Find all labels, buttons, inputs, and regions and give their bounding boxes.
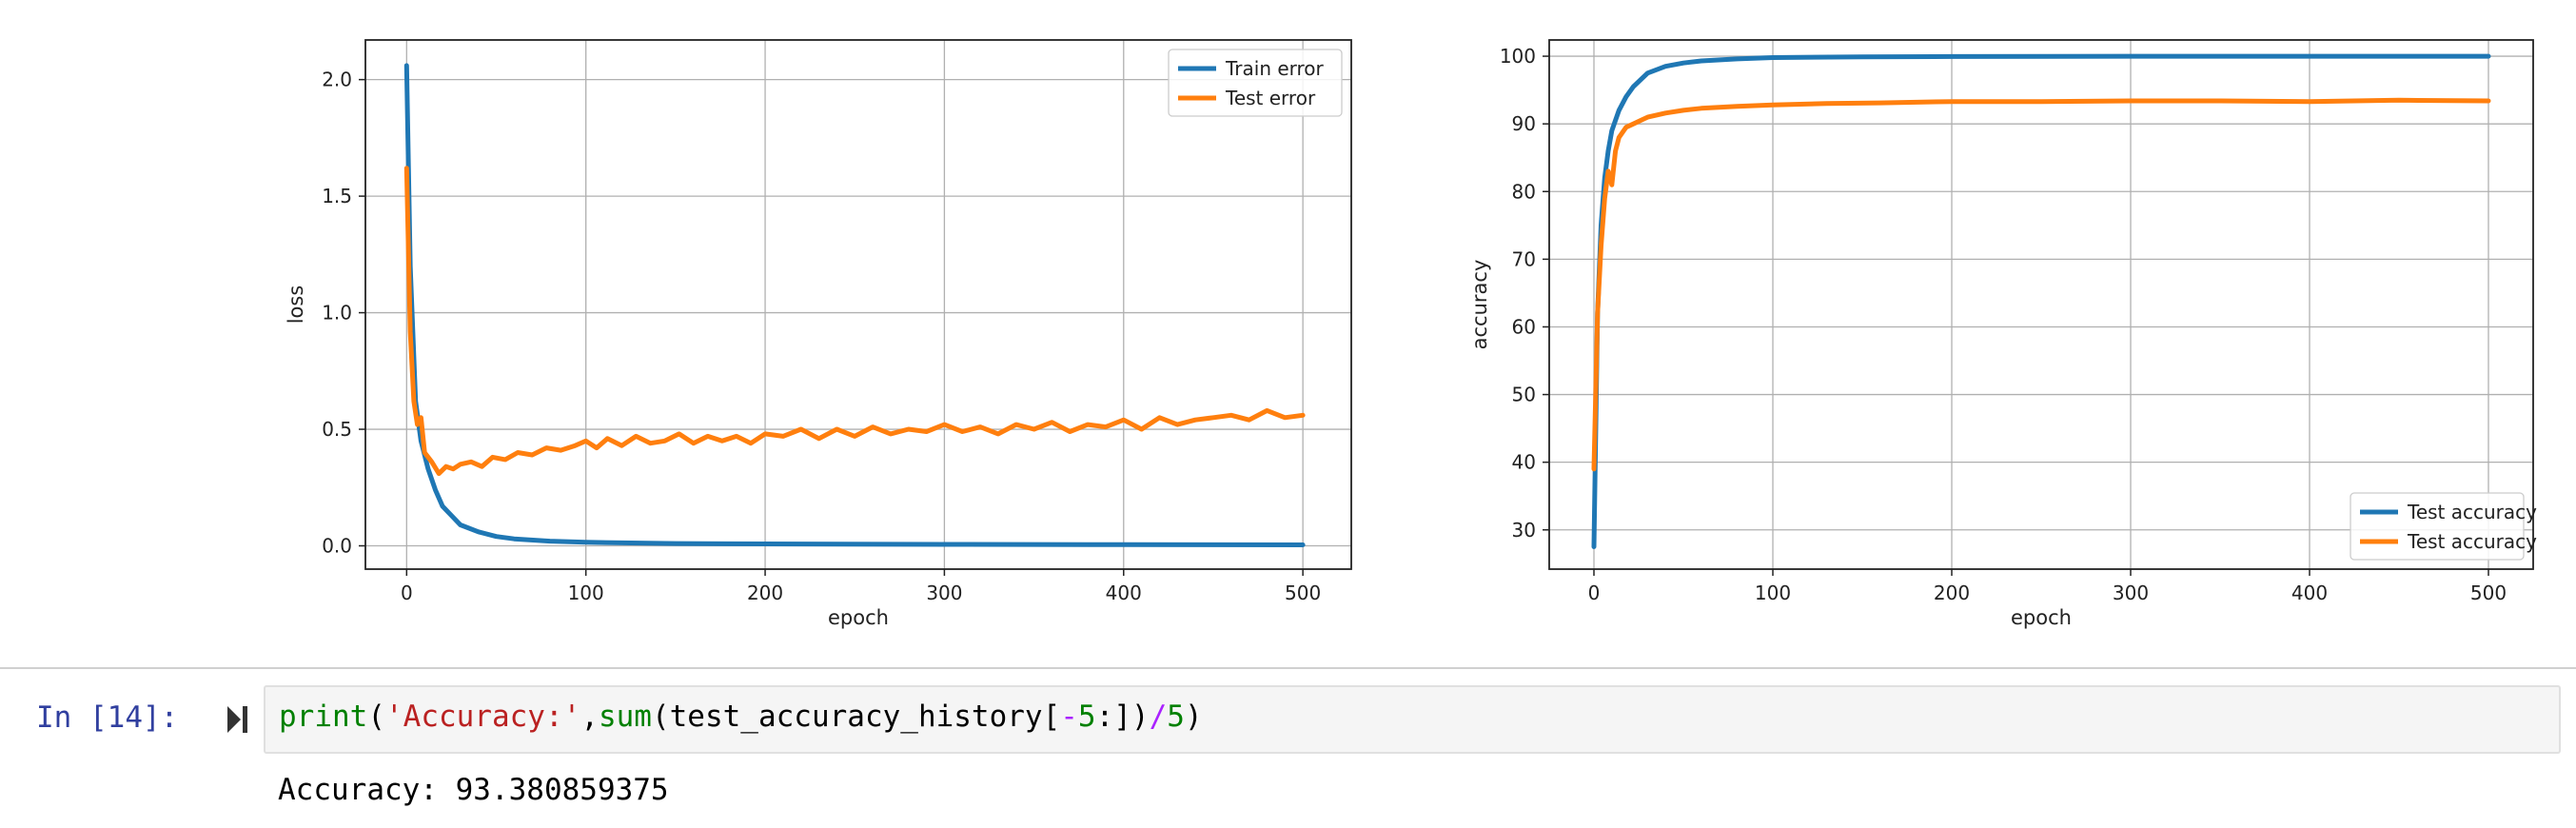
series-line-1: [403, 166, 1306, 477]
legend: Test accuracy Test accuracy: [2350, 492, 2537, 561]
code-token: 5: [1167, 700, 1185, 734]
chart-loss: 0 100 200 300 400 500 0.0 0.5 1.0 1.5 2.0 epoch loss…: [285, 39, 1352, 629]
code-token: /: [1149, 700, 1168, 734]
charts-area: 0 100 200 300 400 5000.00.51.01.52.0epochloss…: [285, 39, 2537, 629]
code-token: sum: [598, 700, 652, 734]
x-tick-label: 0: [401, 582, 413, 604]
y-tick-label: 0.5: [322, 418, 352, 441]
code-token: (: [367, 700, 385, 734]
y-axis-label: loss: [285, 286, 307, 325]
chart-accuracy: 0 100 200 300 400 500 30 40 50 60 70 80 90 100 epoch ac…: [1468, 39, 2537, 629]
x-tick-label: 500: [1285, 582, 1321, 604]
code-token: ,: [580, 700, 599, 734]
cell-separator: [0, 667, 2576, 669]
legend-label: Test accuracy: [2407, 530, 2537, 553]
code-cell-input[interactable]: print('Accuracy:',sum(test_accuracy_hist…: [264, 685, 2561, 754]
legend-label: Test error: [1225, 87, 1316, 109]
cell-prompt: In [14]:: [36, 700, 179, 735]
code-token: ): [1184, 700, 1203, 734]
x-axis-label: epoch: [2011, 606, 2072, 629]
x-tick-label: 200: [747, 582, 783, 604]
code-token: :]): [1095, 700, 1150, 734]
y-tick-label: 40: [1512, 451, 1536, 474]
x-tick-label: 100: [568, 582, 604, 604]
x-axis-label: epoch: [828, 606, 889, 629]
code-token: -: [1060, 700, 1078, 734]
legend: Train error Test error: [1168, 49, 1343, 117]
x-tick-label: 300: [926, 582, 962, 604]
legend-label: Test accuracy: [2407, 501, 2537, 523]
y-tick-label: 0.0: [322, 535, 352, 558]
code-token: 5: [1077, 700, 1096, 734]
y-tick-label: 60: [1512, 315, 1536, 338]
y-tick-label: 70: [1512, 247, 1536, 270]
legend-label: Train error: [1225, 57, 1325, 80]
run-cell-icon[interactable]: [226, 704, 251, 735]
y-tick-label: 80: [1512, 180, 1536, 203]
y-tick-label: 30: [1512, 519, 1536, 542]
y-tick-label: 1.0: [322, 302, 352, 325]
code-line: print('Accuracy:',sum(test_accuracy_hist…: [279, 700, 1203, 734]
x-tick-label: 300: [2113, 582, 2149, 604]
y-tick-label: 90: [1512, 112, 1536, 135]
x-tick-label: 0: [1588, 582, 1601, 604]
x-tick-label: 100: [1755, 582, 1791, 604]
series-line-1: [1591, 97, 2491, 472]
x-tick-label: 200: [1934, 582, 1970, 604]
y-axis-label: accuracy: [1468, 260, 1491, 350]
plot-frame: [364, 39, 1352, 570]
y-tick-label: 50: [1512, 384, 1536, 406]
y-tick-label: 2.0: [322, 69, 352, 91]
y-tick-label: 1.5: [322, 185, 352, 207]
x-tick-label: 400: [1106, 582, 1142, 604]
x-tick-label: 400: [2291, 582, 2328, 604]
y-tick-label: 100: [1500, 45, 1536, 68]
code-token: 'Accuracy:': [385, 700, 581, 734]
code-token: (test_accuracy_history[: [651, 700, 1061, 734]
plot-frame: [1548, 39, 2534, 570]
cell-output: Accuracy: 93.380859375: [278, 773, 669, 807]
series-line-0: [1591, 53, 2491, 549]
series-line-0: [403, 63, 1306, 547]
code-token: print: [279, 700, 368, 734]
x-tick-label: 500: [2470, 582, 2507, 604]
